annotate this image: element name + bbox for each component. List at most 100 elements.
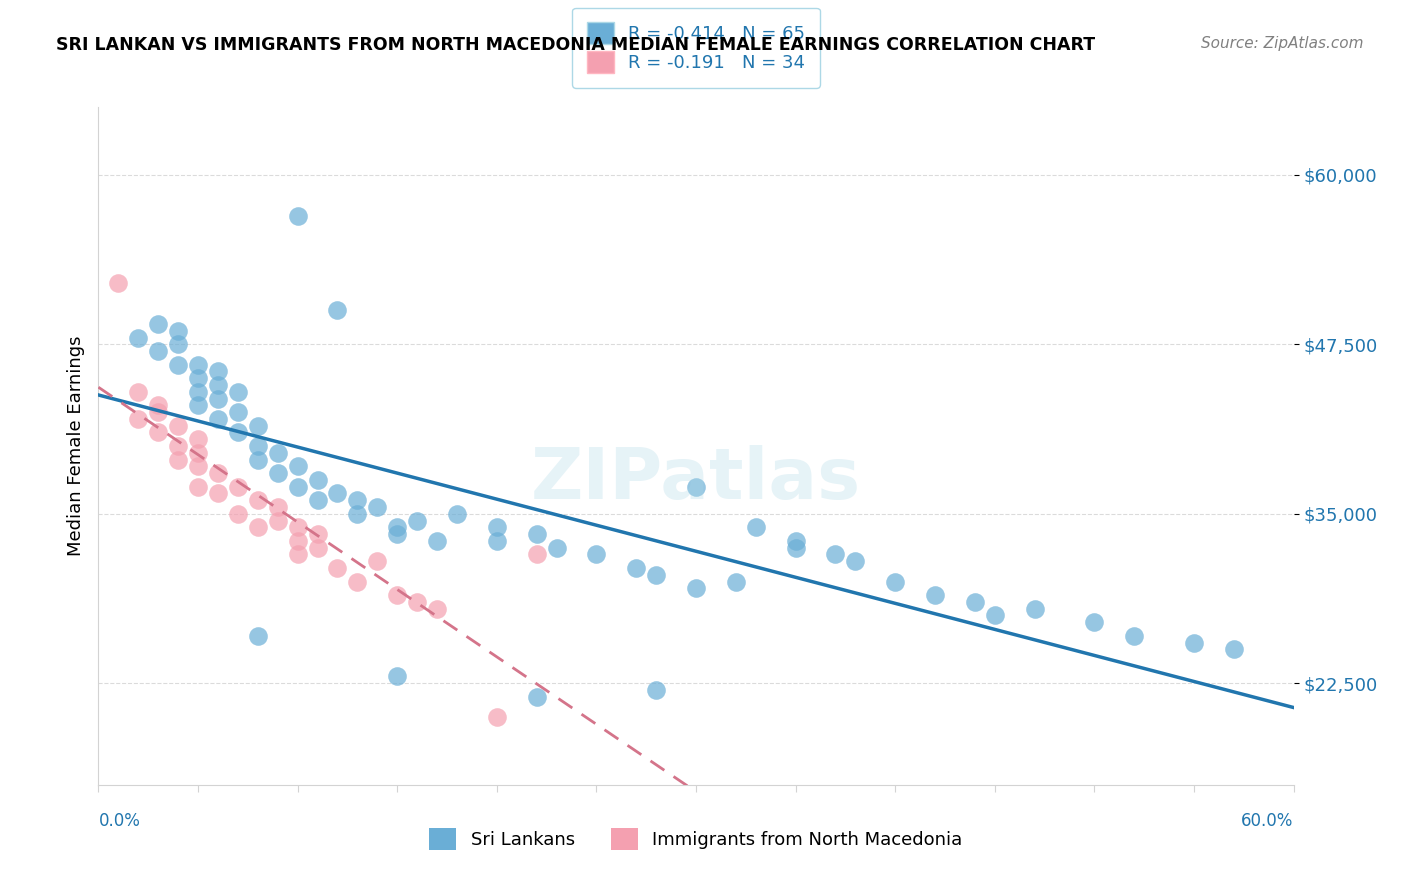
Point (167, 452, 190, 467)
Point (406, 595, 429, 609)
Text: ZIPatlas: ZIPatlas (531, 445, 860, 515)
Point (745, 520, 768, 534)
Point (267, 514, 290, 528)
Point (307, 527, 329, 541)
Point (246, 493, 269, 508)
Point (385, 669, 409, 683)
Point (148, 317, 170, 331)
Point (167, 418, 190, 433)
Point (187, 459, 209, 474)
Point (287, 459, 309, 474)
Point (485, 520, 508, 534)
Text: Source: ZipAtlas.com: Source: ZipAtlas.com (1201, 36, 1364, 51)
Point (246, 520, 269, 534)
Point (884, 574, 907, 589)
Point (645, 683, 668, 698)
Point (187, 398, 209, 412)
Point (326, 561, 349, 575)
Point (287, 209, 309, 223)
Point (385, 588, 409, 602)
Point (167, 324, 190, 338)
Point (207, 486, 229, 500)
Point (107, 277, 129, 291)
Text: 60.0%: 60.0% (1241, 812, 1294, 830)
Point (187, 446, 209, 460)
Point (127, 384, 149, 399)
Point (207, 466, 229, 480)
Text: 0.0%: 0.0% (98, 812, 141, 830)
Point (267, 466, 290, 480)
Legend: Sri Lankans, Immigrants from North Macedonia: Sri Lankans, Immigrants from North Maced… (415, 814, 977, 864)
Point (1223, 642, 1246, 657)
Point (546, 541, 568, 555)
Point (267, 500, 290, 514)
Point (824, 548, 846, 562)
Point (346, 493, 368, 508)
Point (187, 358, 209, 372)
Point (406, 514, 429, 528)
Point (148, 425, 170, 440)
Point (963, 595, 986, 609)
Point (1123, 629, 1146, 643)
Point (287, 520, 309, 534)
Point (187, 432, 209, 446)
Point (326, 303, 349, 318)
Point (307, 493, 329, 508)
Point (626, 561, 648, 575)
Y-axis label: Median Female Earnings: Median Female Earnings (66, 335, 84, 557)
Point (984, 608, 1007, 623)
Point (307, 473, 329, 487)
Point (148, 398, 170, 412)
Point (167, 439, 190, 453)
Point (346, 507, 368, 521)
Point (685, 480, 707, 494)
Point (246, 629, 269, 643)
Point (785, 533, 807, 548)
Point (326, 486, 349, 500)
Point (426, 601, 449, 615)
Point (924, 588, 946, 602)
Point (526, 548, 548, 562)
Point (226, 405, 249, 419)
Point (148, 344, 170, 359)
Point (187, 384, 209, 399)
Point (167, 358, 190, 372)
Point (785, 541, 807, 555)
Point (246, 418, 269, 433)
Point (585, 548, 607, 562)
Point (207, 364, 229, 378)
Point (127, 412, 149, 426)
Text: SRI LANKAN VS IMMIGRANTS FROM NORTH MACEDONIA MEDIAN FEMALE EARNINGS CORRELATION: SRI LANKAN VS IMMIGRANTS FROM NORTH MACE… (56, 36, 1095, 54)
Point (287, 480, 309, 494)
Point (1083, 615, 1105, 630)
Point (366, 500, 388, 514)
Point (167, 337, 190, 351)
Point (485, 710, 508, 724)
Point (226, 384, 249, 399)
Point (226, 480, 249, 494)
Point (645, 567, 668, 582)
Point (446, 507, 468, 521)
Point (346, 574, 368, 589)
Point (1024, 601, 1046, 615)
Point (267, 446, 290, 460)
Point (287, 533, 309, 548)
Point (685, 582, 707, 596)
Point (246, 439, 269, 453)
Point (207, 378, 229, 392)
Point (426, 533, 449, 548)
Point (485, 533, 508, 548)
Point (187, 371, 209, 385)
Point (207, 392, 229, 406)
Point (526, 690, 548, 704)
Point (385, 520, 409, 534)
Point (207, 412, 229, 426)
Point (844, 554, 866, 568)
Point (366, 554, 388, 568)
Point (724, 574, 747, 589)
Point (226, 425, 249, 440)
Point (226, 507, 249, 521)
Point (1182, 635, 1205, 649)
Point (287, 548, 309, 562)
Point (148, 405, 170, 419)
